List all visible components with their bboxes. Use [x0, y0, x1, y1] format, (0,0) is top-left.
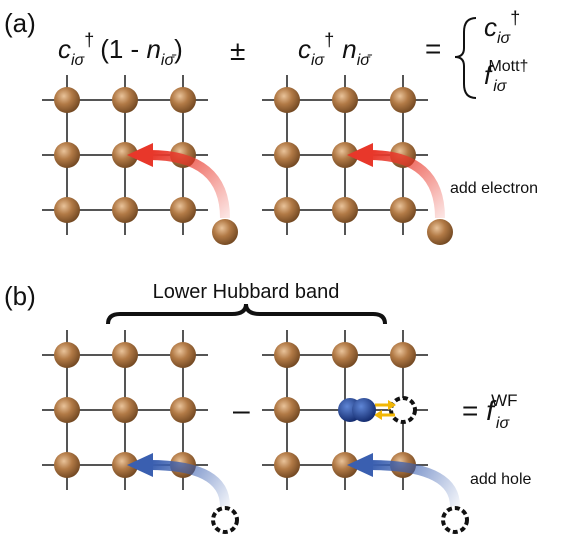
- panel-label: (b): [4, 281, 36, 311]
- superscript: †: [84, 30, 94, 50]
- hop-arrow: [369, 465, 455, 506]
- superscript: Mott†: [488, 58, 528, 75]
- hole: [443, 508, 467, 532]
- atom: [274, 197, 300, 223]
- subscript: iσ: [497, 30, 512, 47]
- atom: [274, 397, 300, 423]
- hole: [391, 398, 415, 422]
- atom: [112, 87, 138, 113]
- atom: [54, 342, 80, 368]
- operator: n: [342, 34, 356, 64]
- atom: [212, 219, 238, 245]
- atom: [112, 342, 138, 368]
- atom: [170, 397, 196, 423]
- lattices: [42, 75, 467, 532]
- superscript: †: [324, 30, 334, 50]
- text: (1 -: [100, 34, 146, 64]
- formula: ciσ †: [484, 8, 520, 47]
- atom: [274, 342, 300, 368]
- panel-label: (a): [4, 8, 36, 38]
- operator: c: [484, 12, 497, 42]
- brace-label: Lower Hubbard band: [153, 281, 340, 303]
- brace: [455, 18, 476, 98]
- atom: [332, 87, 358, 113]
- atom: [170, 342, 196, 368]
- hop-arrow: [149, 465, 225, 506]
- atom: [390, 342, 416, 368]
- subscript: iσ: [493, 78, 508, 95]
- equals: =: [462, 395, 486, 426]
- subscript: iσ̄: [357, 52, 373, 69]
- subscript: iσ: [71, 52, 86, 69]
- doublon: [352, 398, 376, 422]
- text: ): [174, 34, 183, 64]
- minus: –: [233, 394, 250, 427]
- atom: [274, 142, 300, 168]
- annotation: add hole: [470, 471, 531, 488]
- atom: [54, 452, 80, 478]
- subscript: iσ: [311, 52, 326, 69]
- hole: [213, 508, 237, 532]
- operator: n: [146, 34, 160, 64]
- subscript: iσ: [496, 415, 511, 432]
- atom: [390, 197, 416, 223]
- operator-sign: ±: [230, 35, 245, 66]
- atom: [112, 397, 138, 423]
- atom: [332, 197, 358, 223]
- operator: c: [58, 34, 71, 64]
- atom: [54, 397, 80, 423]
- atom: [112, 197, 138, 223]
- atom: [54, 197, 80, 223]
- diagram: (a) ciσ†(1 - niσ̄) ± ciσ†niσ̄ = ciσ† fiσ…: [0, 0, 573, 542]
- atom: [54, 87, 80, 113]
- atom: [390, 87, 416, 113]
- atom: [274, 452, 300, 478]
- equals: =: [425, 33, 441, 64]
- atom: [170, 87, 196, 113]
- formula: ciσ † niσ̄: [298, 30, 373, 69]
- brace: [108, 304, 385, 324]
- operator: c: [298, 34, 311, 64]
- atom: [54, 142, 80, 168]
- atom: [274, 87, 300, 113]
- annotation: add electron: [450, 180, 538, 197]
- superscript: WF: [491, 391, 517, 410]
- atom: [332, 342, 358, 368]
- formula: ciσ†(1 - niσ̄): [58, 30, 183, 69]
- atom: [427, 219, 453, 245]
- atom: [170, 197, 196, 223]
- superscript: †: [510, 8, 520, 28]
